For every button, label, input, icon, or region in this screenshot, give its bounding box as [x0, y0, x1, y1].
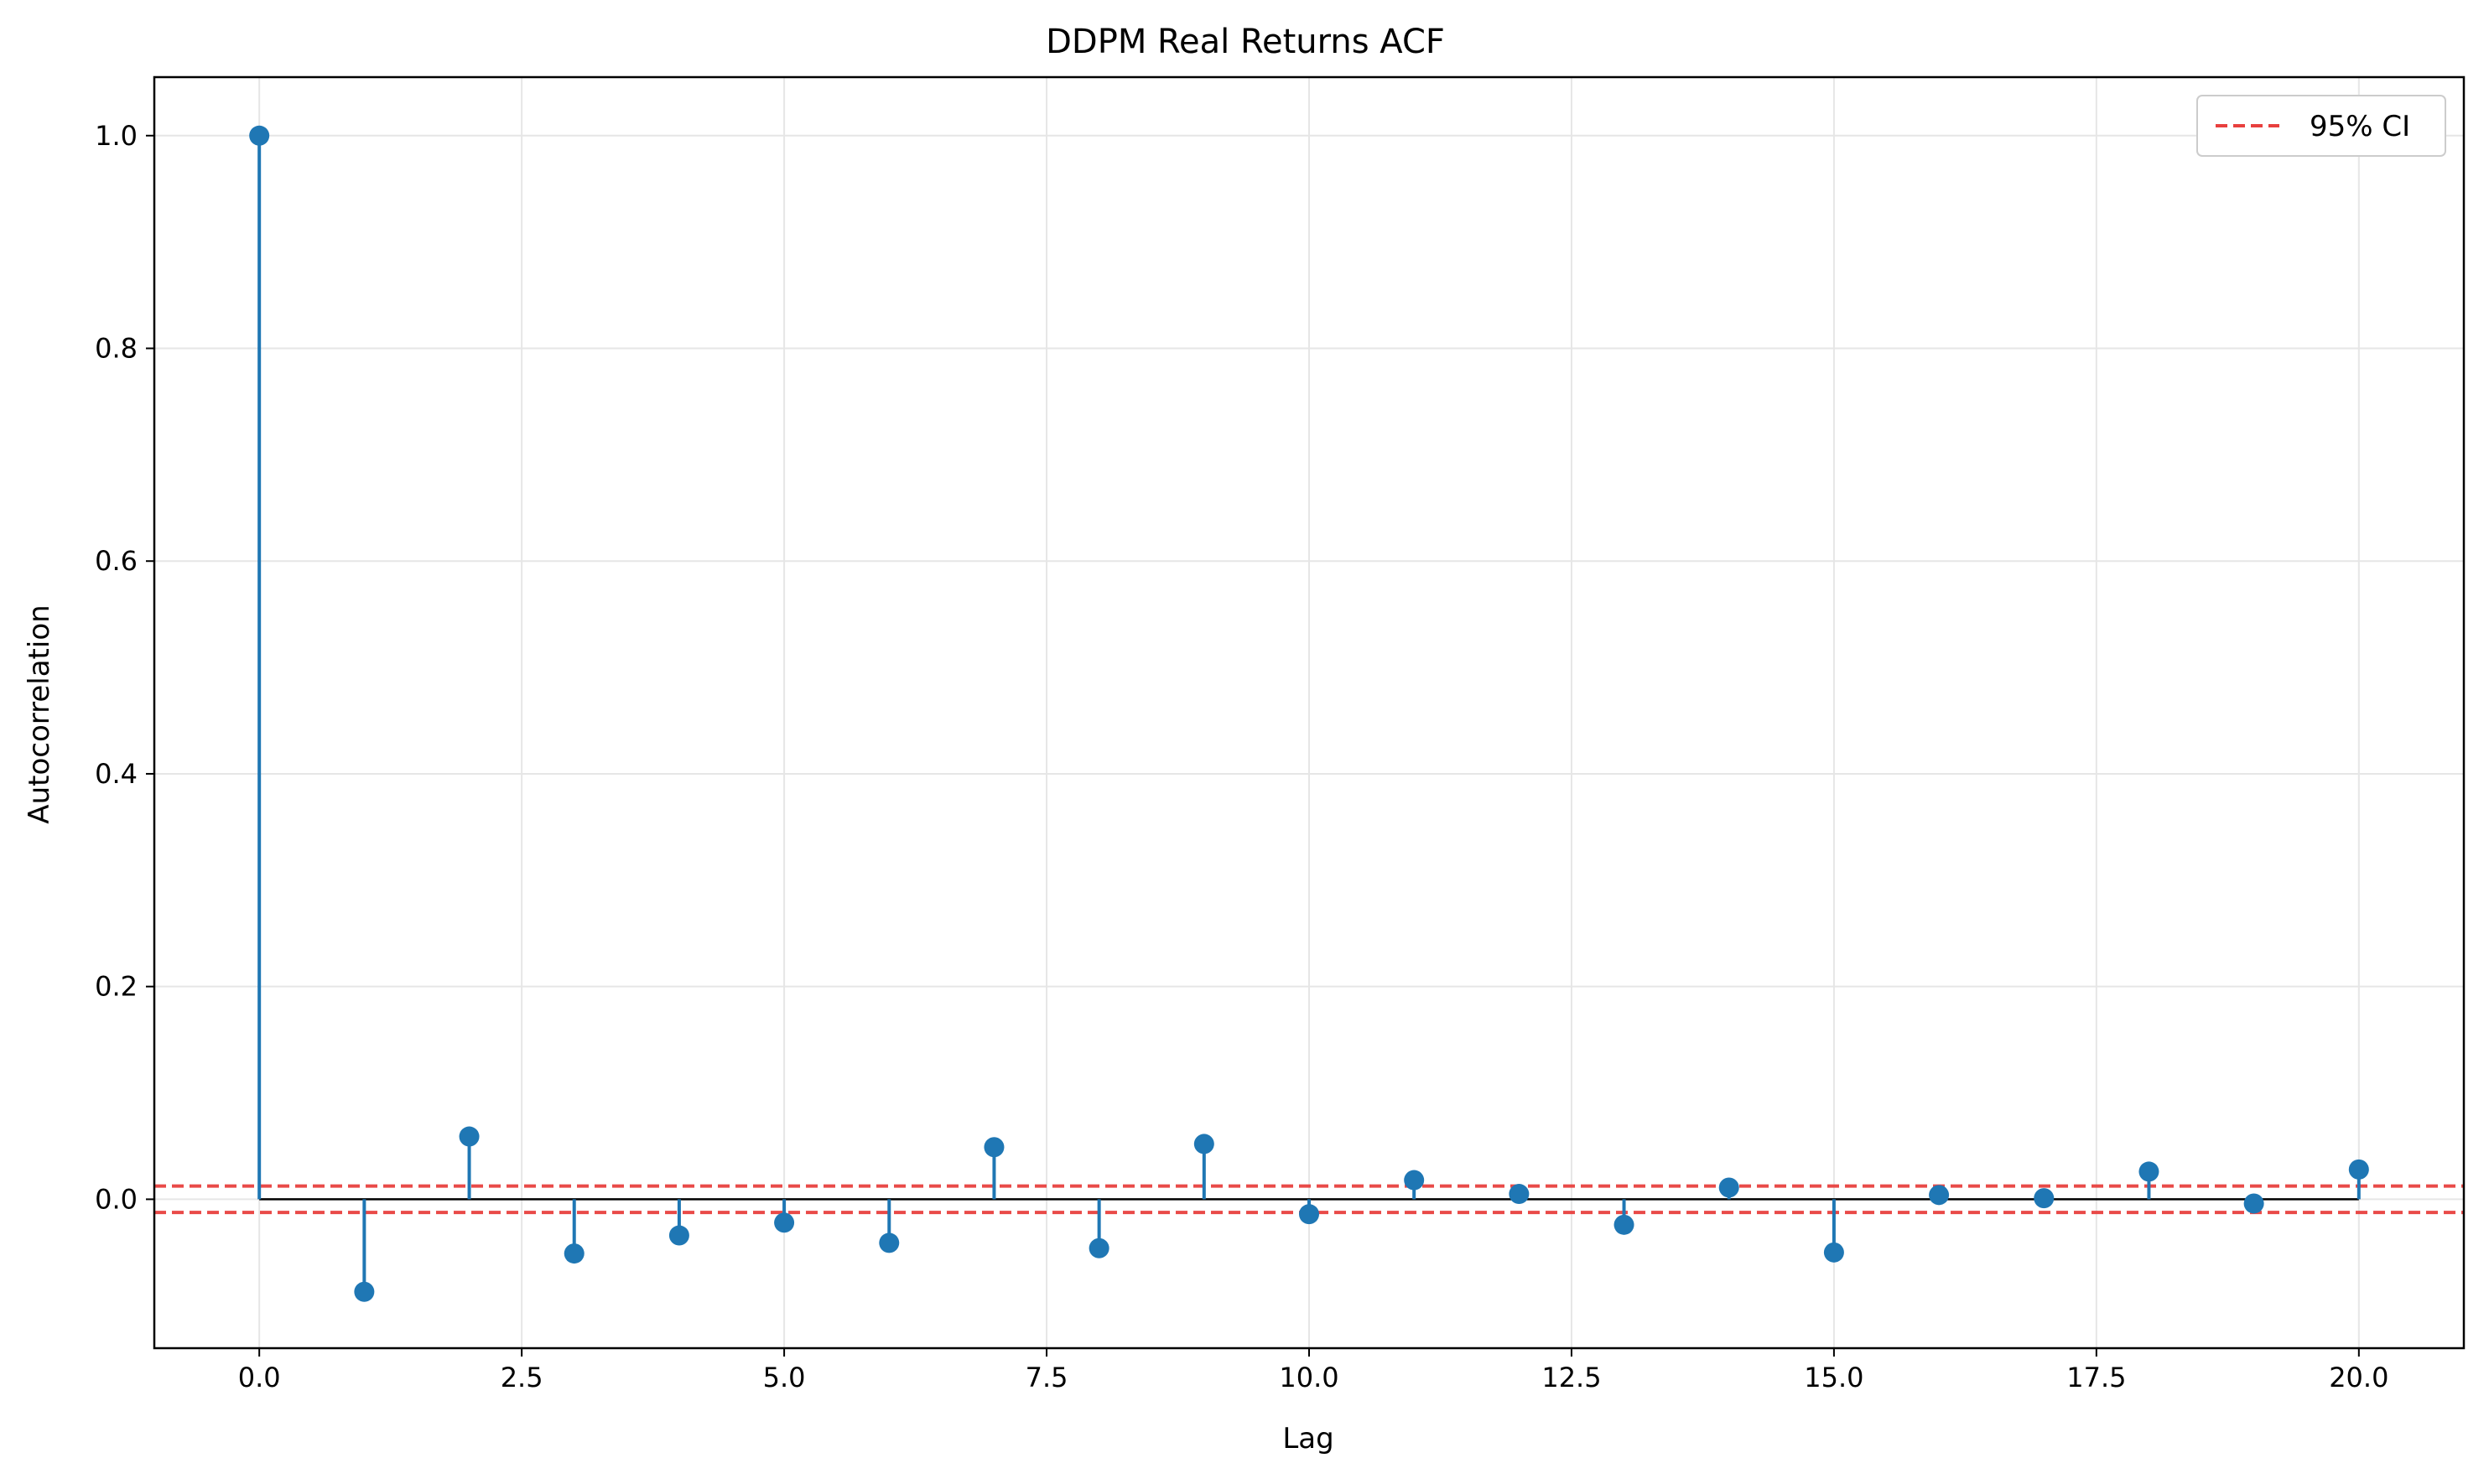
x-tick-label: 17.5 [2066, 1362, 2126, 1393]
x-tick-label: 10.0 [1279, 1362, 1338, 1393]
stem-marker [564, 1243, 585, 1264]
chart-title: DDPM Real Returns ACF [1046, 23, 1445, 61]
x-tick-label: 15.0 [1804, 1362, 1863, 1393]
legend-box [2196, 95, 2446, 157]
stem-marker [354, 1281, 375, 1302]
y-tick-label: 1.0 [95, 120, 138, 152]
stem-marker [459, 1126, 480, 1147]
x-tick-label: 7.5 [1026, 1362, 1068, 1393]
stem-marker [2034, 1188, 2055, 1209]
stem-marker [1404, 1170, 1425, 1191]
x-tick-label: 0.0 [238, 1362, 281, 1393]
stem-marker [1823, 1242, 1844, 1263]
legend: 95% CI [2196, 95, 2446, 157]
stem-marker [1299, 1204, 1319, 1225]
y-tick-label: 0.0 [95, 1183, 138, 1215]
y-tick-label: 0.4 [95, 758, 138, 790]
stem-marker [1718, 1177, 1739, 1198]
legend-ci-label: 95% CI [2310, 110, 2410, 143]
x-tick-label: 12.5 [1541, 1362, 1601, 1393]
stem-marker [774, 1212, 795, 1233]
stem-marker [1613, 1214, 1634, 1235]
y-tick-label: 0.8 [95, 332, 138, 364]
acf-stems [249, 125, 2369, 1302]
axes: 0.0 2.5 5.0 7.5 10.0 12.5 15.0 17.5 20.0 0.0 0.2 0.… [95, 75, 2466, 1393]
stem-marker [984, 1137, 1005, 1158]
stem-marker [1509, 1184, 1530, 1205]
stem-marker [2348, 1159, 2369, 1180]
x-tick-label: 5.0 [763, 1362, 806, 1393]
y-tick-label: 0.2 [95, 971, 138, 1003]
y-axis-label: Autocorrelation [23, 604, 56, 823]
stem-marker [2243, 1193, 2264, 1214]
stem-marker [879, 1232, 900, 1253]
y-tick-label: 0.6 [95, 545, 138, 577]
x-tick-label: 20.0 [2329, 1362, 2388, 1393]
stem-marker [1929, 1185, 1950, 1206]
stem-marker [2138, 1161, 2159, 1182]
stem-marker [1089, 1238, 1109, 1258]
stem-marker [249, 125, 270, 146]
stem-marker [668, 1225, 689, 1246]
x-axis-label: Lag [1282, 1422, 1333, 1455]
x-tick-label: 2.5 [501, 1362, 543, 1393]
stem-marker [1193, 1134, 1214, 1155]
